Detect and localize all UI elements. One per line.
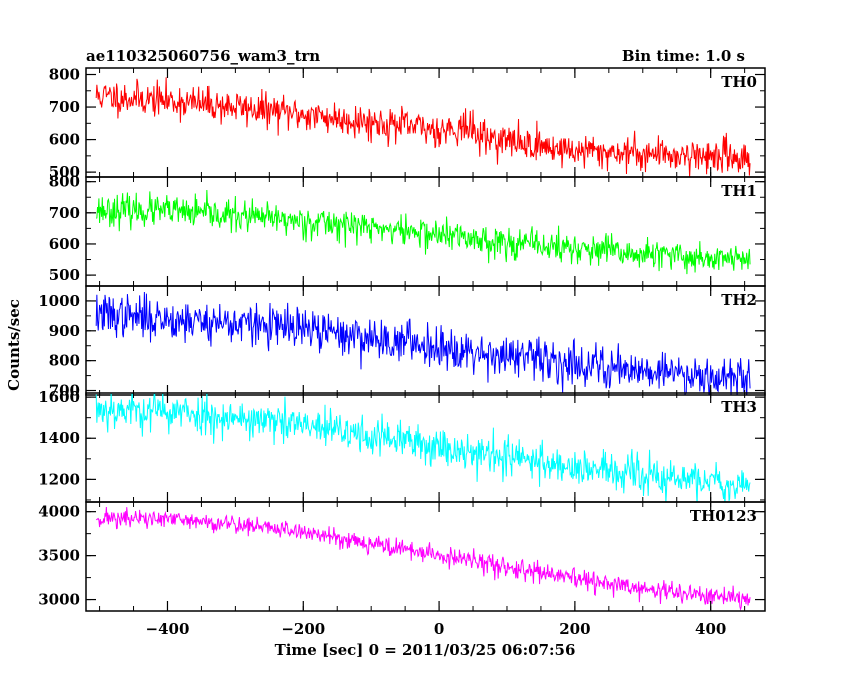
x-tick-label: 200 — [559, 620, 590, 638]
panel-label-th3: TH3 — [721, 398, 757, 416]
panel-th0123: 3000 3500 4000 TH0123 — [38, 501, 766, 612]
x-tick-label: −400 — [146, 620, 190, 638]
y-tick-label: 4000 — [38, 503, 80, 521]
series-line-th2 — [95, 292, 751, 395]
y-tick-label: 3000 — [38, 591, 80, 609]
y-tick-label: 700 — [49, 382, 80, 400]
y-tick-label: 1000 — [38, 292, 80, 310]
series-line-th1 — [95, 189, 751, 275]
panel-frame — [85, 176, 766, 287]
y-axis-label: Counts/sec — [5, 299, 23, 391]
panel-frame — [85, 285, 766, 396]
panel-label-th1: TH1 — [721, 182, 757, 200]
y-tick-label: 1600 — [38, 388, 80, 406]
series-line-th0123 — [96, 506, 751, 611]
chart-title: ae110325060756_wam3_trn — [86, 47, 320, 65]
y-tick-label: 900 — [49, 322, 80, 340]
y-tick-label: 800 — [49, 173, 80, 191]
y-tick-label: 600 — [49, 235, 80, 253]
y-tick-label: 700 — [49, 204, 80, 222]
y-tick-label: 500 — [49, 163, 80, 181]
x-tick-label: 0 — [434, 620, 444, 638]
panel-th0: 500 600 700 800 TH0 — [49, 66, 766, 181]
panel-label-th2: TH2 — [721, 291, 757, 309]
y-tick-label: 700 — [49, 98, 80, 116]
series-line-th3 — [95, 393, 751, 502]
panel-th3: 1200 1400 1600 TH3 — [38, 388, 766, 503]
panel-label-th0: TH0 — [721, 73, 757, 91]
x-tick-label: 400 — [695, 620, 726, 638]
x-tick-label: −200 — [281, 620, 325, 638]
y-tick-label: 600 — [49, 131, 80, 149]
y-tick-label: 1200 — [38, 470, 80, 488]
panel-group: 500 600 700 800 TH0 500 600 700 800 TH1 700 800 900 1… — [38, 66, 766, 638]
panel-th2: 700 800 900 1000 TH2 — [38, 285, 766, 400]
y-tick-label: 800 — [49, 352, 80, 370]
y-tick-label: 3500 — [38, 547, 80, 565]
series-line-th0 — [95, 77, 751, 177]
y-tick-label: 800 — [49, 66, 80, 84]
bin-time-label: Bin time: 1.0 s — [622, 47, 745, 65]
panel-frame — [85, 501, 766, 612]
y-tick-label: 1400 — [38, 429, 80, 447]
y-tick-label: 500 — [49, 266, 80, 284]
panel-label-th0123: TH0123 — [690, 507, 757, 525]
panel-th1: 500 600 700 800 TH1 — [49, 173, 766, 287]
x-axis-label: Time [sec] 0 = 2011/03/25 06:07:56 — [275, 641, 576, 659]
